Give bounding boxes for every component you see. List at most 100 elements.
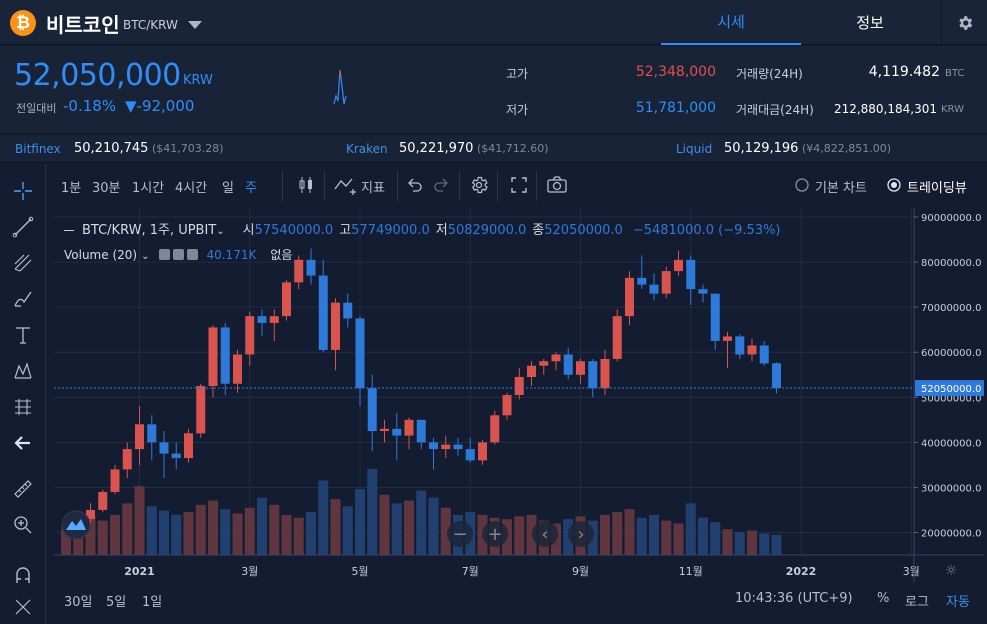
x-tick-label: 2022 xyxy=(786,565,817,578)
pattern-tool[interactable] xyxy=(8,356,38,386)
zoom-tool[interactable] xyxy=(8,510,38,540)
fib-tool[interactable] xyxy=(8,248,38,278)
x-tick-label: 2021 xyxy=(124,565,155,578)
gear-icon xyxy=(958,15,972,30)
candle-body xyxy=(196,386,206,434)
y-tick-label: 30000000.0 xyxy=(921,483,981,494)
candle-body xyxy=(98,491,108,510)
candle-type-button[interactable] xyxy=(297,175,315,199)
undo-icon xyxy=(408,178,422,192)
interval-week[interactable]: 주 xyxy=(245,181,257,196)
interval-30m[interactable]: 30분 xyxy=(92,181,121,196)
volume-bar xyxy=(330,499,341,555)
close-icon[interactable] xyxy=(187,249,199,260)
volume-bar xyxy=(698,517,708,555)
volume-bar xyxy=(171,514,182,555)
tradingview-label[interactable]: 트레이딩뷰 xyxy=(907,181,967,196)
candle-body xyxy=(404,419,414,436)
crosshair-tool[interactable] xyxy=(8,176,38,206)
volume-bar xyxy=(293,517,304,555)
candlestick-icon xyxy=(299,177,312,193)
volume-extra: 없음 xyxy=(270,248,293,262)
tab-price[interactable]: 시세 xyxy=(661,0,801,45)
eraser-icon xyxy=(15,599,31,615)
chevron-down-icon[interactable] xyxy=(188,21,202,29)
chart-nav-icon: + xyxy=(487,524,502,545)
candle-body xyxy=(135,424,144,450)
indicator-button[interactable] xyxy=(333,175,359,199)
percent-toggle[interactable]: % xyxy=(877,591,890,606)
screenshot-button[interactable] xyxy=(546,175,568,199)
settings-button[interactable] xyxy=(941,0,987,45)
candle-body xyxy=(772,363,781,389)
auto-toggle[interactable]: 자동 xyxy=(946,595,970,610)
text-tool[interactable] xyxy=(8,320,38,350)
price-chart[interactable]: 2021 3월 5월 7월 9월 11월 2022 3월 90000000.0 80000000.… xyxy=(54,208,984,582)
interval-4h[interactable]: 4시간 xyxy=(175,181,208,196)
range-5d[interactable]: 5일 xyxy=(106,595,127,610)
volume-bar xyxy=(563,519,574,555)
axis-settings-icon[interactable]: ☼ xyxy=(945,563,958,579)
chart-settings-button[interactable] xyxy=(469,175,489,199)
volume-bar xyxy=(244,507,255,555)
high-label: 고가 xyxy=(506,67,529,81)
eye-icon[interactable] xyxy=(159,249,171,260)
current-price: 52,050,000 xyxy=(14,58,181,93)
undo-button[interactable] xyxy=(406,176,424,198)
volume-bar xyxy=(220,509,231,555)
tradingview-radio[interactable] xyxy=(887,178,901,196)
candle-body xyxy=(612,316,622,359)
tab-info[interactable]: 정보 xyxy=(856,14,884,32)
toolbar-divider xyxy=(397,171,398,201)
chevron-down-icon[interactable]: ⌄ xyxy=(141,251,150,262)
candle-body xyxy=(122,449,132,470)
redo-button[interactable] xyxy=(432,176,450,198)
chart-canvas[interactable]: 2021 3월 5월 7월 9월 11월 2022 3월 90000000.0 80000000.… xyxy=(54,208,984,582)
legend-symbol[interactable]: BTC/KRW, 1주, UPBIT xyxy=(82,223,217,238)
candle-body xyxy=(429,442,438,450)
volume-bar xyxy=(183,512,194,555)
remove-drawings-tool[interactable] xyxy=(8,592,38,622)
redo-icon xyxy=(434,178,448,192)
candle-body xyxy=(184,433,193,459)
volume-bar xyxy=(208,500,218,555)
range-30d[interactable]: 30일 xyxy=(64,595,93,610)
magnet-tool[interactable] xyxy=(8,560,38,590)
interval-day[interactable]: 일 xyxy=(222,181,234,196)
settings-icon[interactable] xyxy=(173,249,185,260)
candle-body xyxy=(110,469,120,492)
basic-chart-label[interactable]: 기본 차트 xyxy=(815,181,867,196)
volume-bar xyxy=(110,514,120,555)
candle-body xyxy=(759,345,769,364)
text-icon xyxy=(16,327,30,344)
legend-high-value: 57749000.0 xyxy=(351,223,430,238)
log-toggle[interactable]: 로그 xyxy=(905,595,929,610)
volume-bar xyxy=(306,512,316,555)
candle-body xyxy=(514,376,524,396)
range-1d[interactable]: 1일 xyxy=(142,595,163,610)
legend-collapse-icon[interactable] xyxy=(64,230,74,231)
indicator-label[interactable]: 지표 xyxy=(361,181,385,196)
trend-line-tool[interactable] xyxy=(8,212,38,242)
candle-body xyxy=(563,354,573,375)
back-tool[interactable] xyxy=(8,428,38,458)
basic-chart-radio[interactable] xyxy=(795,178,809,196)
interval-1h[interactable]: 1시간 xyxy=(132,181,165,196)
volume-bar xyxy=(722,529,733,555)
candle-body xyxy=(367,388,377,432)
exchange-prices: Bitfinex 50,210,745 ($41,703.28) Kraken … xyxy=(0,135,987,163)
brush-tool[interactable] xyxy=(8,284,38,314)
chart-nav-icon: › xyxy=(577,524,584,545)
x-tick-label: 9월 xyxy=(572,565,589,578)
fullscreen-button[interactable] xyxy=(509,175,529,199)
volume-label[interactable]: Volume (20) xyxy=(64,248,138,262)
interval-1m[interactable]: 1분 xyxy=(61,181,82,196)
candle-body xyxy=(539,361,549,366)
y-tick-label: 60000000.0 xyxy=(921,348,981,359)
measure-tool[interactable] xyxy=(8,474,38,504)
clock[interactable]: 10:43:36 (UTC+9) xyxy=(735,591,853,606)
volume-bar xyxy=(146,506,157,555)
prediction-tool[interactable] xyxy=(8,392,38,422)
chevron-down-icon[interactable]: ⌄ xyxy=(216,226,225,237)
